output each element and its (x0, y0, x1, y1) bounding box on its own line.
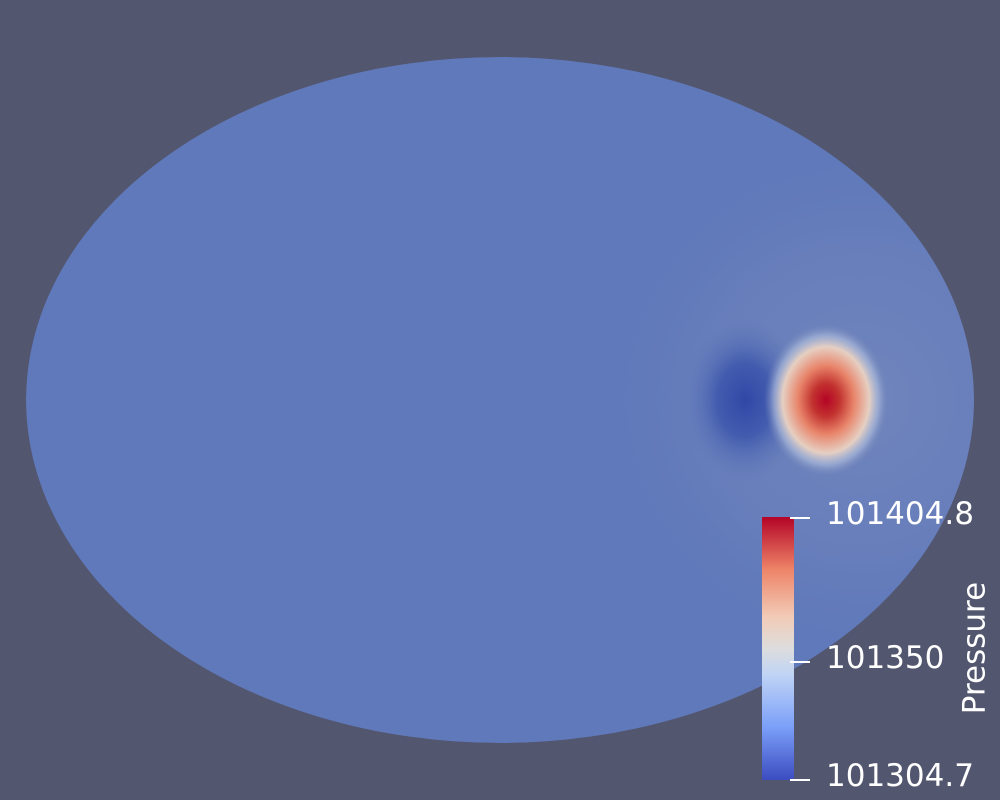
tick-max (790, 517, 810, 519)
legend-mid-label: 101350 (826, 640, 945, 676)
pressure-colorbar (762, 517, 794, 780)
colorbar-gradient (762, 517, 794, 780)
tick-mid (790, 661, 810, 663)
legend-max-label: 101404.8 (826, 496, 974, 532)
tick-min (790, 779, 810, 781)
legend-min-label: 101304.7 (826, 758, 974, 794)
legend-title: Pressure (956, 581, 993, 715)
high-pressure-region (764, 324, 888, 476)
